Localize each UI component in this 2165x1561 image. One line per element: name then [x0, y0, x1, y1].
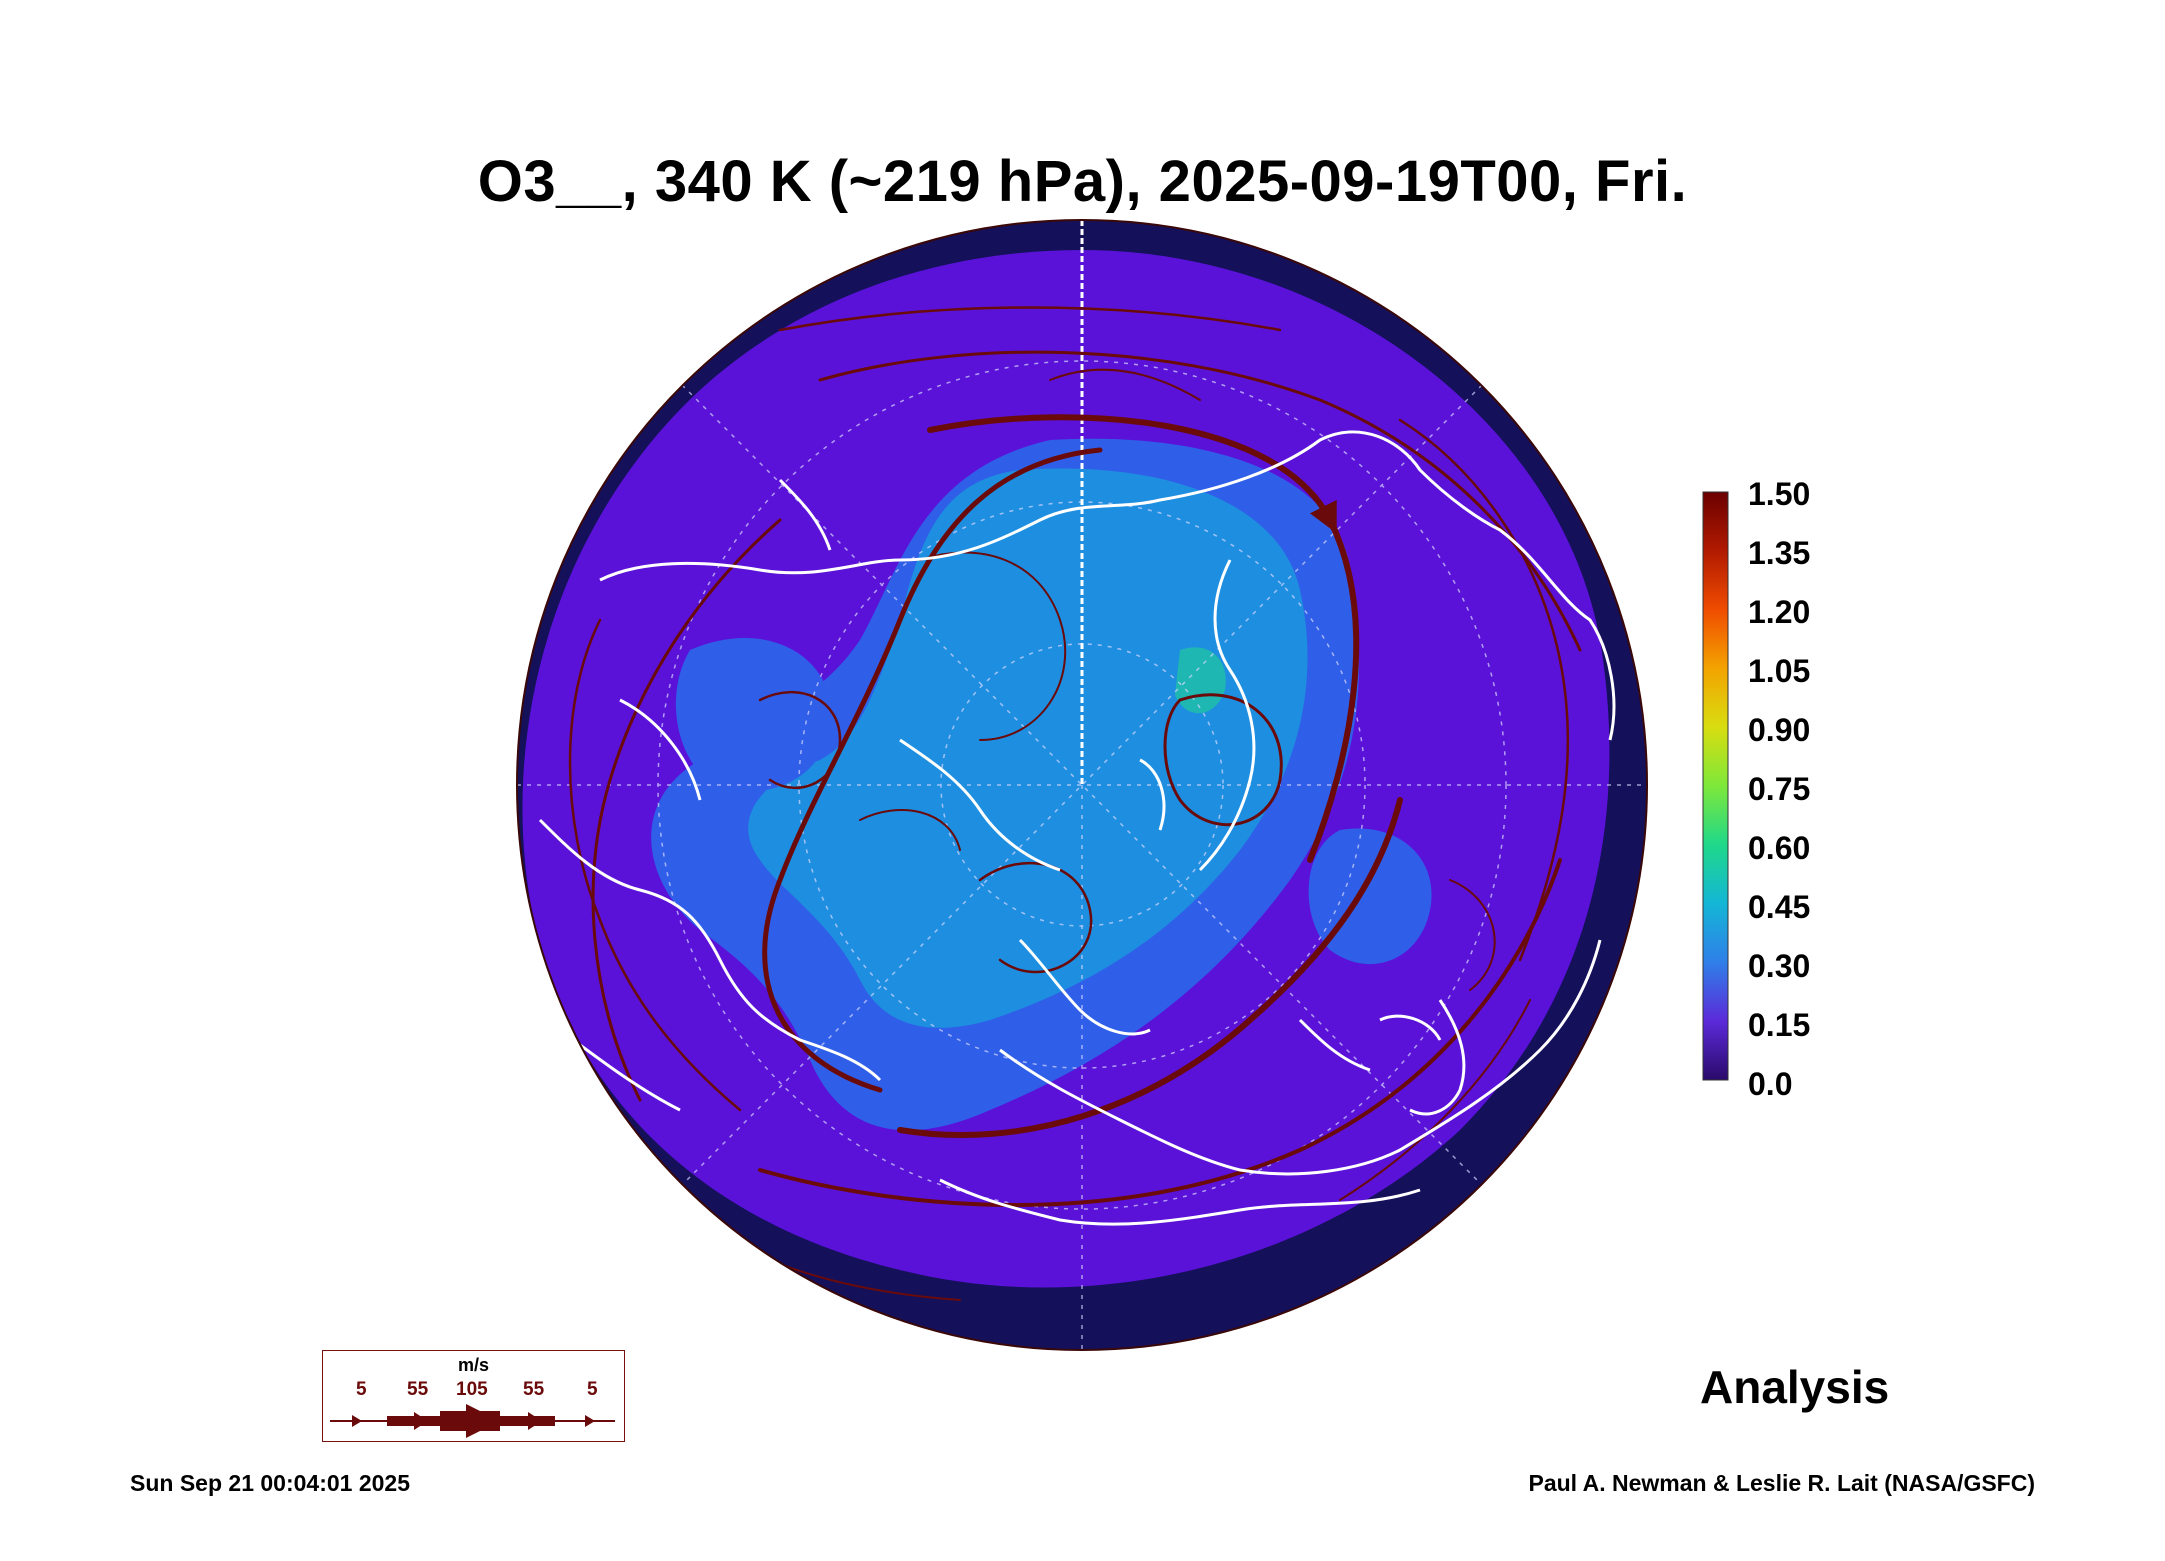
ozone-field	[517, 220, 1647, 1350]
wind-key-label: 105	[456, 1379, 488, 1400]
colorbar-tick-label: 0.15	[1748, 1007, 1811, 1043]
colorbar-tick-label: 0.60	[1748, 830, 1811, 866]
colorbar-tick-label: 0.75	[1748, 771, 1811, 807]
chart-title: O3__, 340 K (~219 hPa), 2025-09-19T00, F…	[477, 149, 1688, 214]
colorbar-tick-label: 0.30	[1748, 948, 1811, 984]
wind-key-arrow	[330, 1404, 615, 1438]
colorbar-tick-label: 0.90	[1748, 712, 1811, 748]
colorbar-tick-label: 0.0	[1748, 1066, 1793, 1102]
map-boundary	[516, 219, 1648, 1351]
colorbar-tick-label: 0.45	[1748, 889, 1811, 925]
colorbar-tick-label: 1.35	[1748, 535, 1811, 571]
wind-key-label: 55	[523, 1379, 545, 1400]
analysis-stamp: Analysis	[1700, 1361, 1890, 1413]
colorbar-tick-label: 1.20	[1748, 594, 1811, 630]
footer-credit: Paul A. Newman & Leslie R. Lait (NASA/GS…	[1528, 1470, 2035, 1496]
wind-key-label: 5	[356, 1379, 367, 1400]
footer-timestamp: Sun Sep 21 00:04:01 2025	[130, 1470, 410, 1496]
wind-streamlines	[559, 306, 1582, 1301]
wind-key-label: 5	[587, 1379, 598, 1400]
colorbar	[1702, 491, 1729, 1081]
colorbar-tick-label: 1.05	[1748, 653, 1811, 689]
colorbar-tick-label: 1.50	[1748, 476, 1811, 512]
wind-key: m/s 5 55 105 55 5	[322, 1350, 625, 1442]
wind-key-label: 55	[407, 1379, 429, 1400]
wind-key-unit: m/s	[457, 1355, 490, 1375]
